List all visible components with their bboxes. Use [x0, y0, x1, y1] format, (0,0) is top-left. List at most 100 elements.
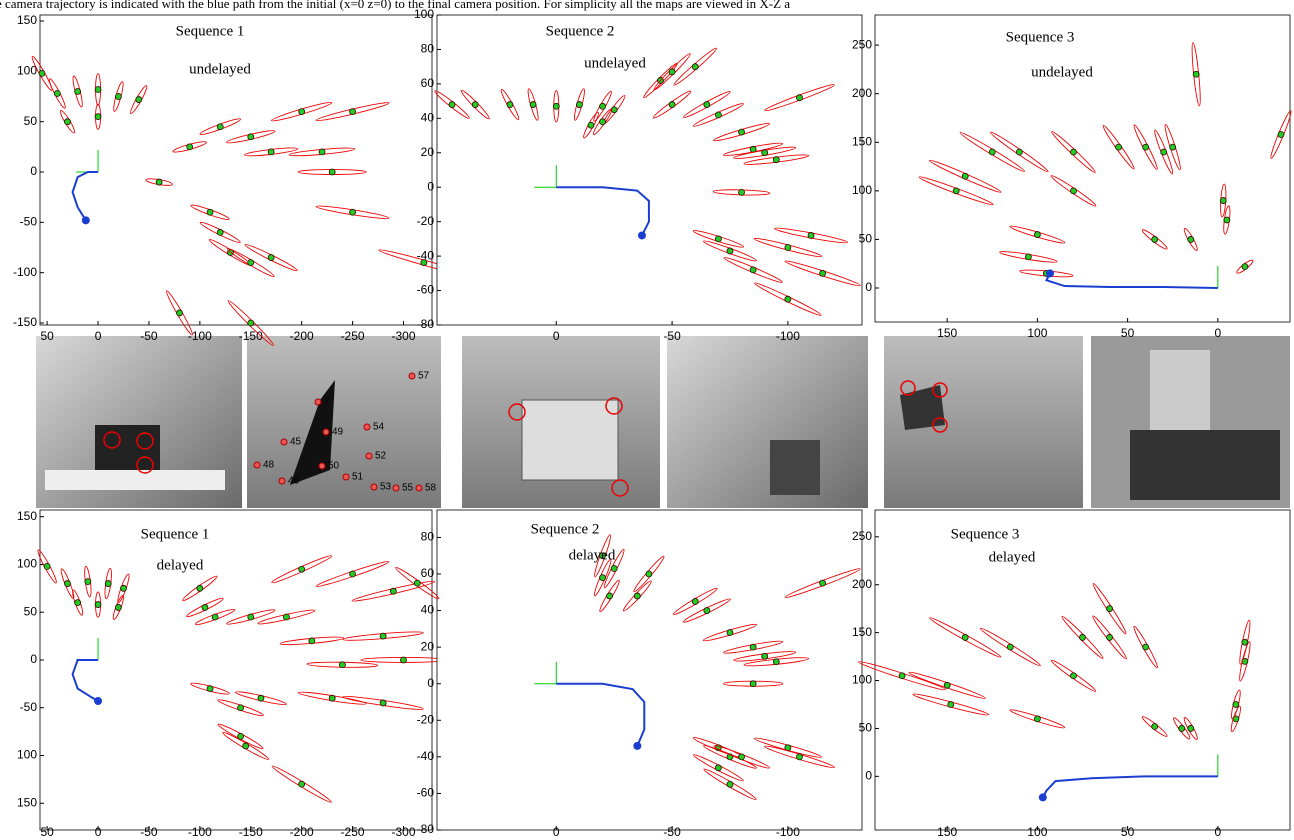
landmark	[43, 562, 51, 570]
chart-subtitle: delayed	[989, 549, 1036, 565]
landmark	[819, 579, 827, 587]
photo-point	[415, 484, 423, 492]
map-chart: 150 100 50 0 250 200 150 100 50 0 Sequence 3 undela…	[852, 14, 1292, 340]
landmark	[819, 269, 827, 277]
landmark	[738, 188, 745, 196]
map-chart: 0 -50 -100 80 60 40 20 0 -20 -40 -60 -80 Sequence 2 d…	[395, 509, 863, 839]
landmark	[400, 656, 407, 664]
photos	[36, 336, 1290, 508]
x-tick-label: -250	[341, 825, 365, 839]
landmark	[668, 101, 676, 108]
y-tick-label: -50	[20, 700, 38, 714]
landmark	[1178, 725, 1186, 732]
photo-label: 7	[324, 397, 330, 408]
landmark	[38, 69, 46, 77]
x-tick-label: 0	[95, 825, 102, 839]
landmark	[599, 552, 606, 560]
photo-label: 50	[328, 461, 340, 472]
landmark	[784, 295, 792, 303]
y-tick-label: 200	[852, 577, 872, 591]
landmark	[772, 156, 780, 164]
photo-marker	[932, 382, 948, 398]
landmark	[338, 661, 346, 669]
y-tick-label: 20	[421, 639, 435, 653]
y-tick-label: 150	[17, 795, 37, 809]
x-tick-label: -100	[776, 329, 800, 343]
landmark	[1169, 143, 1177, 151]
landmark	[606, 592, 613, 600]
y-tick-label: 200	[852, 86, 872, 100]
landmark	[796, 94, 803, 102]
photo-point	[408, 372, 416, 380]
x-tick-label: -50	[663, 329, 681, 343]
y-tick-label: -50	[20, 215, 38, 229]
y-tick-label: 50	[859, 232, 873, 246]
landmark	[1024, 253, 1032, 261]
landmark	[1006, 643, 1014, 651]
x-tick-label: 50	[1121, 326, 1135, 340]
landmark	[471, 101, 479, 108]
x-tick-label: 100	[1027, 326, 1047, 340]
landmark	[247, 259, 255, 266]
landmark	[247, 613, 255, 621]
x-tick-label: -300	[391, 329, 415, 343]
landmark	[749, 680, 757, 688]
landmark	[599, 102, 606, 110]
y-tick-label: 150	[17, 13, 37, 27]
plot-area	[436, 14, 863, 326]
camera-trajectory	[556, 682, 646, 747]
landmark	[242, 742, 250, 750]
photo-marker	[605, 397, 623, 415]
photo-label: 45	[290, 437, 302, 448]
landmark	[64, 580, 71, 587]
camera-position	[633, 741, 642, 750]
landmark	[206, 685, 214, 693]
x-tick-label: 50	[40, 329, 54, 343]
y-tick-label: 0	[865, 769, 872, 783]
landmark	[349, 108, 356, 116]
landmark	[1232, 701, 1240, 708]
landmark	[715, 764, 722, 772]
chart-subtitle: undelayed	[189, 61, 251, 77]
y-tick-label: 0	[865, 280, 872, 294]
map-chart: 0 -50 -100 100 80 60 40 20 0 -20 -40 -60 -80 Sequence…	[414, 7, 863, 343]
landmark	[94, 86, 102, 93]
landmark	[633, 592, 641, 600]
camera-position	[637, 231, 646, 240]
landmark	[988, 148, 996, 156]
camera-position	[1046, 269, 1055, 278]
landmark	[1151, 723, 1159, 730]
photo-object	[900, 385, 945, 430]
chart-title: Sequence 1	[141, 526, 210, 542]
x-tick-label: 50	[1121, 825, 1135, 839]
y-tick-label: 100	[17, 748, 37, 762]
landmark	[1241, 263, 1249, 271]
landmark	[610, 565, 618, 572]
landmark	[772, 658, 780, 666]
chart-title: Sequence 1	[176, 23, 245, 39]
y-tick-label: -40	[417, 749, 435, 763]
landmark	[691, 63, 699, 71]
landmark	[1070, 672, 1077, 680]
landmark	[761, 652, 769, 660]
y-tick-label: 0	[427, 676, 434, 690]
x-tick-label: 150	[937, 326, 957, 340]
landmark	[1070, 148, 1077, 156]
y-tick-label: -80	[417, 317, 435, 331]
landmark	[726, 247, 734, 255]
caption: e camera trajectory is indicated with th…	[0, 0, 790, 11]
y-tick-label: 100	[852, 183, 872, 197]
x-tick-label: 0	[553, 329, 560, 343]
y-tick-label: 100	[17, 557, 37, 571]
camera-position	[94, 697, 103, 706]
photo-label: 57	[418, 371, 430, 382]
landmark	[587, 121, 595, 129]
landmark	[298, 565, 306, 573]
landmark	[94, 601, 102, 608]
landmark	[898, 672, 906, 680]
landmark	[1241, 638, 1249, 646]
landmark	[576, 101, 583, 108]
landmark	[318, 148, 326, 156]
photo-label: 55	[402, 483, 414, 494]
photo-object	[521, 399, 619, 481]
